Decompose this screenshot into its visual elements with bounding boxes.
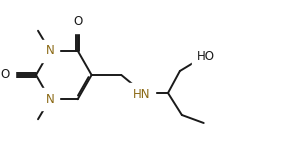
Text: HO: HO (197, 51, 215, 63)
Text: O: O (73, 15, 82, 28)
Text: O: O (1, 69, 10, 81)
Text: HN: HN (132, 87, 150, 100)
Text: N: N (46, 44, 54, 57)
Text: N: N (46, 93, 54, 106)
